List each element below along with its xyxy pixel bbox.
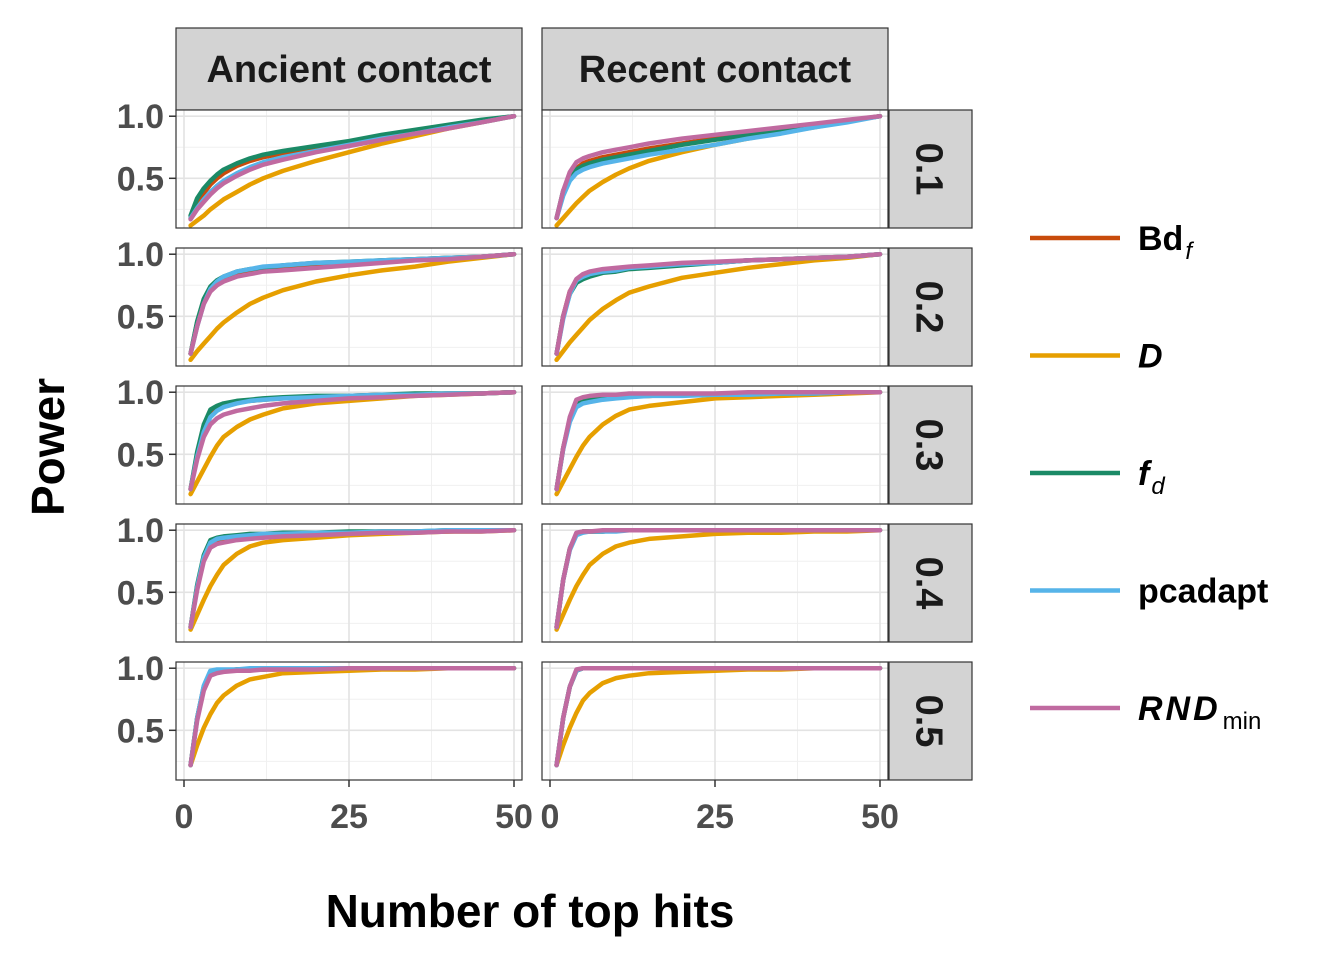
- panel-border: [541, 247, 889, 367]
- series-line-rnd: [554, 527, 883, 630]
- panel-border: [541, 523, 889, 643]
- series-line-rnd: [188, 251, 517, 356]
- y-axis-title: Power: [22, 378, 74, 516]
- panel: [541, 247, 889, 367]
- panel-border: [175, 109, 523, 229]
- panel: [175, 385, 523, 505]
- panel-border: [175, 247, 523, 367]
- y-tick-label: 1.0: [117, 374, 164, 412]
- panel-border: [541, 109, 889, 229]
- panel: [541, 385, 889, 505]
- panel-border: [175, 385, 523, 505]
- panel-border: [541, 385, 889, 505]
- y-tick-label: 0.5: [117, 436, 164, 474]
- series-line-d: [188, 251, 517, 363]
- series-line-rnd: [188, 665, 517, 768]
- x-tick-label: 25: [330, 798, 368, 836]
- x-tick-label: 25: [696, 798, 734, 836]
- series-line-rnd: [188, 389, 517, 492]
- panel: [175, 661, 523, 781]
- x-tick-label: 50: [495, 798, 533, 836]
- legend: Bdf Dfd pcadapt RNDmin: [1030, 220, 1268, 735]
- series-line-rnd: [554, 113, 883, 221]
- y-tick-label: 1.0: [117, 98, 164, 136]
- panel: [175, 109, 523, 229]
- row-strip: [888, 247, 973, 367]
- y-tick-label: 0.5: [117, 574, 164, 612]
- panel: [541, 109, 889, 229]
- series-line-fd: [188, 113, 517, 218]
- column-strip-label: Ancient contact: [206, 49, 491, 91]
- series-line-rnd: [188, 113, 517, 222]
- column-strip-label: Recent contact: [579, 49, 852, 91]
- series-line-rnd: [554, 665, 883, 768]
- column-strips: Ancient contact Recent contact: [175, 27, 889, 111]
- column-strip: [541, 27, 889, 111]
- row-strip: [888, 109, 973, 229]
- column-strip: [175, 27, 523, 111]
- row-strip-label: 0.4: [908, 557, 950, 610]
- x-tick-label: 0: [175, 798, 194, 836]
- legend-label-d: D: [1138, 338, 1163, 376]
- legend-label-rnd: RNDmin: [1138, 690, 1261, 735]
- panel: [541, 661, 889, 781]
- x-tick-label: 50: [861, 798, 899, 836]
- x-tick-label: 0: [541, 798, 560, 836]
- panel: [175, 247, 523, 367]
- y-tick-label: 1.0: [117, 512, 164, 550]
- y-tick-label: 0.5: [117, 298, 164, 336]
- legend-label-pcadapt: pcadapt: [1138, 573, 1268, 611]
- x-axis-title: Number of top hits: [326, 885, 735, 937]
- legend-label-bdf: Bdf: [1138, 220, 1194, 265]
- panel: [175, 523, 523, 643]
- y-tick-label: 0.5: [117, 160, 164, 198]
- row-strip: [888, 661, 973, 781]
- legend-label-fd: fd: [1138, 455, 1165, 500]
- series-line-rnd: [554, 389, 883, 492]
- y-tick-label: 1.0: [117, 650, 164, 688]
- row-strips: 0.1 0.2 0.3 0.4 0.5: [888, 109, 973, 781]
- panel-border: [175, 523, 523, 643]
- panels: [175, 109, 889, 781]
- series-line-rnd: [554, 251, 883, 356]
- series-line-d: [554, 251, 883, 363]
- row-strip: [888, 523, 973, 643]
- series-line-pcadapt: [554, 113, 883, 221]
- row-strip-label: 0.2: [908, 281, 950, 334]
- y-tick-label: 1.0: [117, 236, 164, 274]
- row-strip-label: 0.5: [908, 695, 950, 748]
- row-strip-label: 0.3: [908, 419, 950, 472]
- row-strip: [888, 385, 973, 505]
- axes: 0.51.00.51.00.51.00.51.00.51.00 25 50 0 25 50: [117, 98, 899, 836]
- series-line-rnd: [188, 527, 517, 630]
- row-strip-label: 0.1: [908, 143, 950, 196]
- y-tick-label: 0.5: [117, 712, 164, 750]
- panel: [541, 523, 889, 643]
